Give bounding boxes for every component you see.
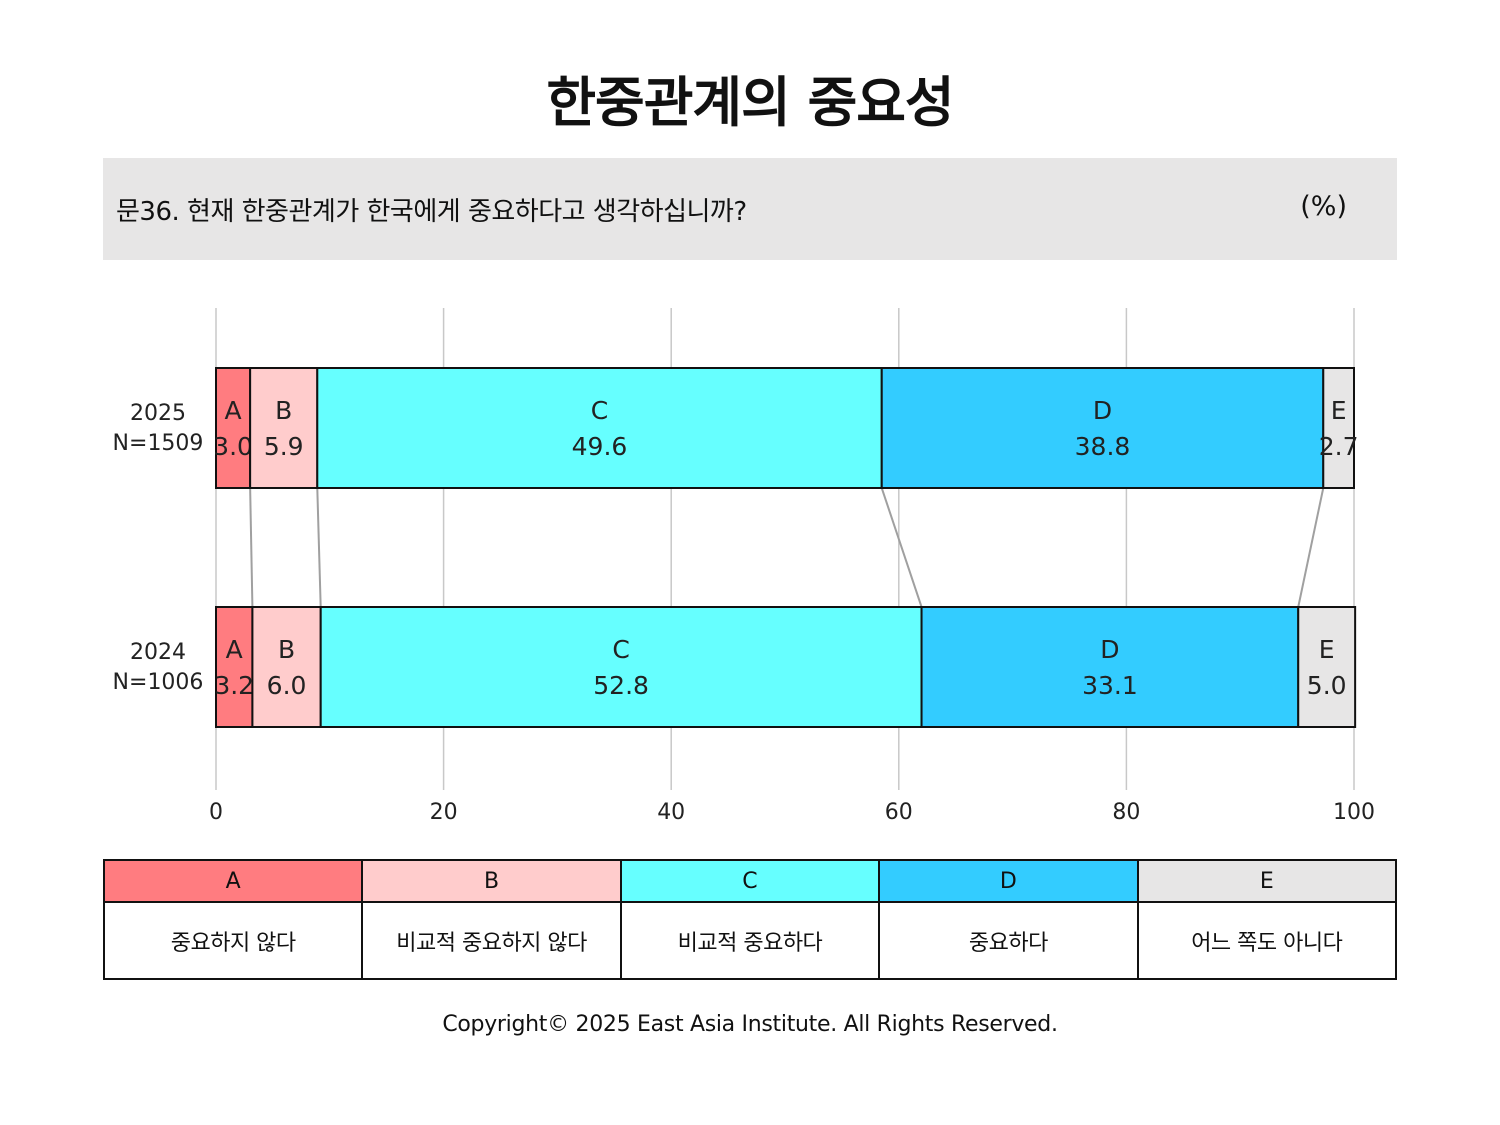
- legend-key-c: C: [619, 859, 881, 903]
- data-label: 3.0: [213, 432, 253, 461]
- bar-segment: [920, 606, 1300, 728]
- copyright-text: Copyright© 2025 East Asia Institute. All…: [442, 1012, 1058, 1037]
- data-label: 6.0: [267, 671, 307, 700]
- bar-segment: [215, 367, 252, 489]
- x-tick-label: 0: [209, 800, 223, 825]
- data-label: 5.9: [264, 432, 304, 461]
- x-tick-label: 60: [885, 800, 913, 825]
- x-tick-label: 100: [1333, 800, 1375, 825]
- segment-series-label: D: [1093, 396, 1112, 425]
- x-tick-label: 20: [430, 800, 458, 825]
- legend-label-d: 중요하다: [878, 901, 1139, 980]
- question-text: 문36. 현재 한중관계가 한국에게 중요하다고 생각하십니까?: [116, 197, 747, 227]
- bar-segment: [1322, 367, 1356, 489]
- data-label: 49.6: [572, 432, 628, 461]
- bar-segment: [249, 367, 319, 489]
- segment-series-label: C: [591, 396, 608, 425]
- data-label: 2.7: [1319, 432, 1359, 461]
- data-label: 38.8: [1075, 432, 1131, 461]
- legend-label-e: 어느 쪽도 아니다: [1136, 901, 1398, 980]
- legend-label-row: 중요하지 않다 비교적 중요하지 않다 비교적 중요하다 중요하다 어느 쪽도 …: [102, 901, 1398, 980]
- segment-series-label: E: [1319, 635, 1335, 664]
- stacked-bar-chart: 0 20 40 60 80 100 A 3.0 B 5.9 C 49.6 D 38.8 E 2.7 2025 N=…: [113, 308, 1375, 825]
- bar-segment: [251, 606, 322, 728]
- connector-line: [316, 487, 322, 608]
- data-label: 52.8: [593, 671, 649, 700]
- question-box: 문36. 현재 한중관계가 한국에게 중요하다고 생각하십니까? (%): [103, 158, 1397, 260]
- segment-series-label: B: [275, 396, 292, 425]
- category-year-label: 2025: [130, 401, 186, 426]
- x-tick-label: 40: [657, 800, 685, 825]
- legend-key-a: A: [102, 859, 364, 903]
- segment-series-label: B: [278, 635, 295, 664]
- data-label: 3.2: [214, 671, 254, 700]
- bar-segment: [316, 367, 883, 489]
- data-label: 33.1: [1082, 671, 1138, 700]
- legend-key-e: E: [1136, 859, 1398, 903]
- segment-series-label: A: [225, 396, 242, 425]
- legend-table: A B C D E 중요하지 않다 비교적 중요하지 않다 비교적 중요하다 중…: [102, 859, 1398, 980]
- legend-key-row: A B C D E: [102, 859, 1398, 903]
- segment-series-label: A: [226, 635, 243, 664]
- legend-key-b: B: [361, 859, 622, 903]
- legend-label-c: 비교적 중요하다: [619, 901, 881, 980]
- bar-segment: [319, 606, 923, 728]
- legend-label-a: 중요하지 않다: [102, 901, 364, 980]
- segment-series-label: C: [612, 635, 629, 664]
- unit-label: (%): [1300, 191, 1347, 222]
- connector-line: [880, 487, 923, 608]
- legend-label-b: 비교적 중요하지 않다: [361, 901, 622, 980]
- x-tick-label: 80: [1112, 800, 1140, 825]
- segment-series-label: E: [1331, 396, 1347, 425]
- bar-segment: [1297, 606, 1357, 728]
- segment-series-label: D: [1100, 635, 1119, 664]
- category-n-label: N=1509: [113, 431, 204, 456]
- category-year-label: 2024: [130, 640, 186, 665]
- bar-segment: [880, 367, 1325, 489]
- category-n-label: N=1006: [113, 670, 204, 695]
- data-label: 5.0: [1307, 671, 1347, 700]
- chart-title: 한중관계의 중요성: [546, 71, 954, 134]
- legend-key-d: D: [878, 859, 1139, 903]
- connector-line: [249, 487, 254, 608]
- connector-line: [1297, 487, 1325, 608]
- bar-segment: [215, 606, 254, 728]
